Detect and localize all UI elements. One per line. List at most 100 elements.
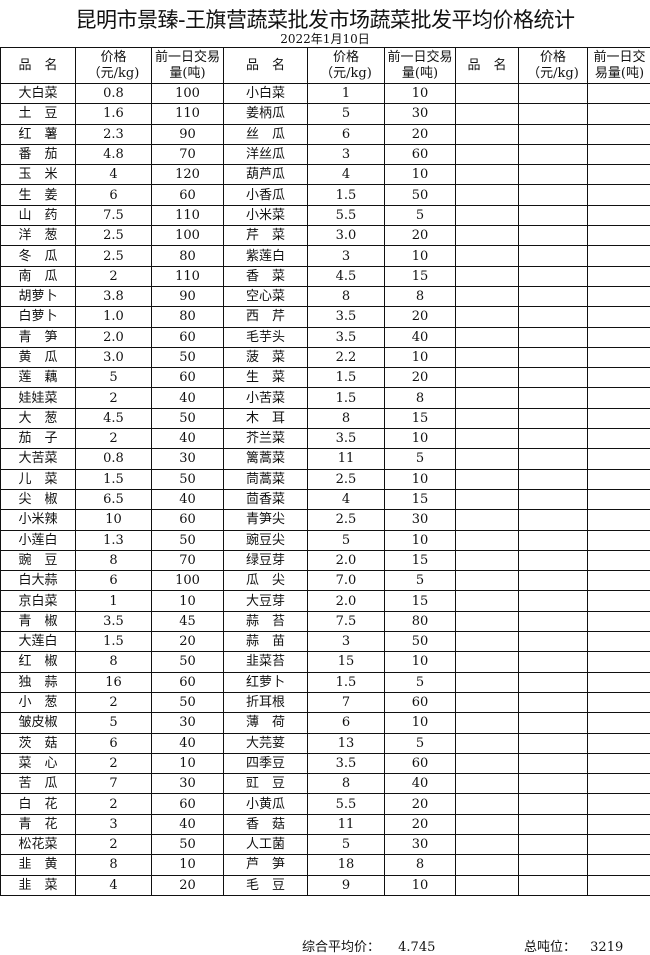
cell-price: 1.3	[75, 529, 152, 551]
table-row: 儿 菜 1.5 50 茼蒿菜 2.5 10	[0, 468, 650, 490]
cell-volume: 50	[151, 346, 224, 369]
cell-price: 7	[307, 691, 385, 714]
cell-name: 白大蒜	[0, 570, 76, 592]
table-row: 红 椒 8 50 韭菜苔 15 10	[0, 651, 650, 673]
cell-price: 1.5	[307, 184, 385, 206]
cell-name: 芹 菜	[223, 225, 308, 247]
cell-volume	[587, 448, 650, 470]
table-row: 韭 黄 8 10 芦 笋 18 8	[0, 854, 650, 876]
cell-volume: 10	[384, 529, 456, 551]
cell-volume: 50	[151, 407, 224, 430]
cell-price	[518, 610, 588, 633]
cell-volume: 20	[384, 306, 456, 328]
cell-volume: 45	[151, 610, 224, 633]
cell-name	[455, 773, 519, 795]
cell-name: 紫莲白	[223, 245, 308, 267]
cell-name: 松花菜	[0, 833, 76, 856]
cell-volume: 60	[151, 509, 224, 531]
cell-price: 7.0	[307, 570, 385, 592]
cell-name: 大 葱	[0, 407, 76, 430]
cell-price: 2	[75, 428, 152, 450]
cell-name: 韭菜苔	[223, 651, 308, 673]
cell-name: 生 菜	[223, 367, 308, 389]
cell-name: 大苦菜	[0, 448, 76, 470]
table-row: 胡萝卜 3.8 90 空心菜 8 8	[0, 285, 650, 308]
cell-price: 5	[75, 367, 152, 389]
cell-volume	[587, 225, 650, 247]
table-row: 山 药 7.5 110 小米菜 5.5 5	[0, 204, 650, 227]
cell-volume	[587, 752, 650, 775]
cell-price	[518, 813, 588, 835]
total-tonnage-value: 3219	[590, 940, 624, 955]
cell-price	[518, 529, 588, 551]
cell-volume: 30	[151, 773, 224, 795]
cell-name: 南 瓜	[0, 265, 76, 287]
cell-name: 生 姜	[0, 184, 76, 206]
cell-price: 1.5	[307, 367, 385, 389]
cell-price	[518, 691, 588, 714]
cell-volume: 40	[151, 813, 224, 835]
cell-name: 豌豆尖	[223, 529, 308, 551]
cell-volume	[587, 245, 650, 267]
cell-name: 洋丝瓜	[223, 143, 308, 166]
cell-name: 皱皮椒	[0, 712, 76, 734]
cell-price: 5.5	[307, 793, 385, 815]
cell-price	[518, 306, 588, 328]
cell-volume: 60	[384, 691, 456, 714]
cell-name: 苦 瓜	[0, 773, 76, 795]
cell-price: 6	[75, 184, 152, 206]
table-row: 尖 椒 6.5 40 茴香菜 4 15	[0, 488, 650, 511]
cell-price: 4.5	[75, 407, 152, 430]
cell-volume	[587, 326, 650, 348]
cell-name	[455, 407, 519, 430]
cell-price: 11	[307, 448, 385, 470]
table-row: 玉 米 4 120 葫芦瓜 4 10	[0, 164, 650, 186]
cell-name	[455, 854, 519, 876]
table-row: 韭 菜 4 20 毛 豆 9 10	[0, 874, 650, 896]
average-price: 综合平均价： 4.745	[302, 936, 435, 955]
cell-name: 京白菜	[0, 590, 76, 612]
cell-name	[455, 225, 519, 247]
total-tonnage-label: 总吨位：	[524, 940, 577, 955]
cell-name: 独 蒜	[0, 671, 76, 693]
cell-name: 大豆芽	[223, 590, 308, 612]
cell-price	[518, 590, 588, 612]
cell-volume: 40	[151, 488, 224, 511]
cell-volume: 40	[151, 428, 224, 450]
cell-price: 2.5	[307, 468, 385, 490]
cell-name	[455, 813, 519, 835]
cell-volume	[587, 488, 650, 511]
cell-price	[518, 387, 588, 409]
cell-name: 玉 米	[0, 164, 76, 186]
cell-volume	[587, 123, 650, 145]
cell-price: 5	[75, 712, 152, 734]
cell-volume: 40	[384, 326, 456, 348]
cell-price	[518, 712, 588, 734]
cell-volume	[587, 590, 650, 612]
cell-volume: 10	[151, 752, 224, 775]
cell-volume: 120	[151, 164, 224, 186]
cell-name: 小香瓜	[223, 184, 308, 206]
cell-volume: 15	[384, 488, 456, 511]
cell-volume	[587, 103, 650, 125]
cell-volume: 110	[151, 265, 224, 287]
cell-name: 白萝卜	[0, 306, 76, 328]
cell-price	[518, 82, 588, 105]
cell-name: 小黄瓜	[223, 793, 308, 815]
cell-price: 2	[75, 833, 152, 856]
cell-volume: 60	[151, 367, 224, 389]
cell-volume: 50	[151, 529, 224, 551]
cell-name: 红萝卜	[223, 671, 308, 693]
cell-volume	[587, 509, 650, 531]
cell-price: 2.0	[307, 590, 385, 612]
cell-name	[455, 671, 519, 693]
cell-price: 1.0	[75, 306, 152, 328]
cell-volume	[587, 346, 650, 369]
cell-volume: 8	[384, 387, 456, 409]
cell-name: 红 薯	[0, 123, 76, 145]
cell-price: 2.5	[75, 245, 152, 267]
table-row: 青 笋 2.0 60 毛芋头 3.5 40	[0, 326, 650, 348]
cell-price: 13	[307, 732, 385, 754]
table-row: 小莲白 1.3 50 豌豆尖 5 10	[0, 529, 650, 551]
cell-name: 娃娃菜	[0, 387, 76, 409]
